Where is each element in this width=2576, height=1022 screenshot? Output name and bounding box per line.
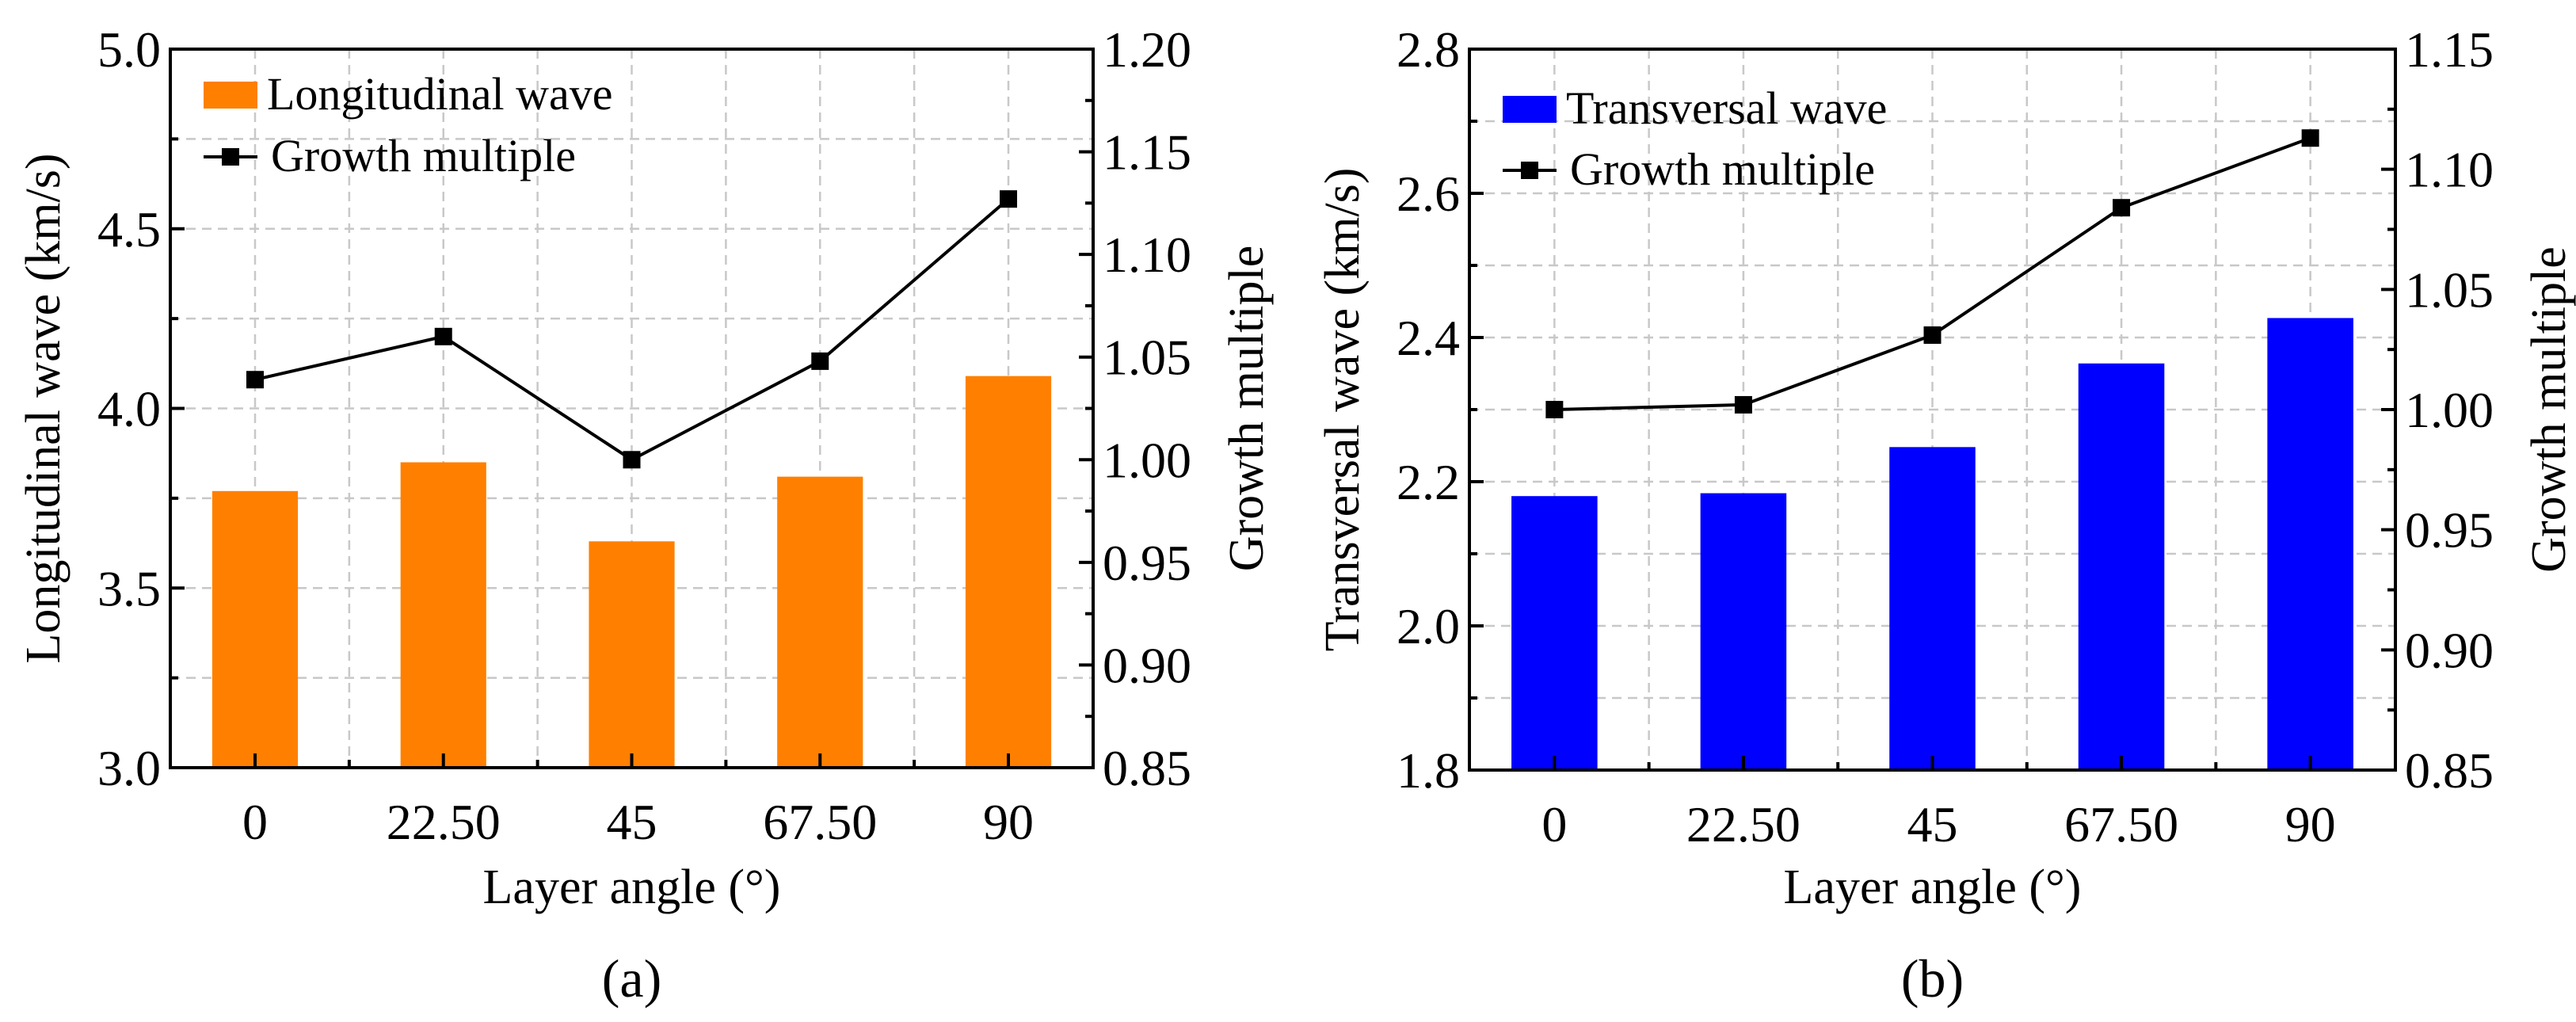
y2-tick-label: 1.20 <box>1103 21 1191 78</box>
y2-tick-label: 0.95 <box>2405 502 2494 559</box>
y2-tick-label: 1.05 <box>2405 261 2494 318</box>
growth-marker-45 <box>623 451 641 469</box>
y-tick-label: 2.4 <box>1397 310 1460 366</box>
x-tick-label: 0 <box>242 794 268 850</box>
y2-axis-label: Growth multiple <box>1220 246 1274 572</box>
x-axis-label: Layer angle (°) <box>1784 860 2082 914</box>
y2-tick-label: 1.05 <box>1103 330 1191 386</box>
y-tick-label: 4.5 <box>97 201 161 257</box>
x-tick-label: 90 <box>2285 796 2336 852</box>
legend-swatch-bar <box>1503 96 1557 123</box>
x-tick-label: 67.50 <box>2064 796 2178 852</box>
bar-45 <box>589 541 675 768</box>
y2-tick-label: 0.85 <box>1103 740 1191 796</box>
growth-marker-0 <box>246 371 264 389</box>
y2-tick-label: 1.10 <box>2405 142 2494 198</box>
chart-panel-a: 3.0 3.5 4.0 4.5 5.0 0.85 0.90 0.95 1.00 1.05 1.10 1… <box>17 21 1274 1009</box>
bar-90 <box>965 376 1052 768</box>
y-tick-label: 4.0 <box>97 381 161 437</box>
growth-marker-90 <box>2301 129 2319 147</box>
legend-label-bar: Transversal wave <box>1566 82 1887 134</box>
y-tick-label: 2.6 <box>1397 166 1460 222</box>
x-tick-label: 67.50 <box>763 794 877 850</box>
growth-marker-67.50 <box>2113 199 2131 217</box>
x-tick-label: 45 <box>607 794 657 850</box>
bar-67.50 <box>2078 363 2165 770</box>
growth-marker-45 <box>1923 326 1942 344</box>
y-tick-label: 3.5 <box>97 560 161 616</box>
y-tick-label: 2.0 <box>1397 598 1460 654</box>
x-axis-label: Layer angle (°) <box>483 860 781 914</box>
bar-22.50 <box>1700 493 1787 770</box>
legend-swatch-bar <box>204 82 257 109</box>
legend-label-line: Growth multiple <box>271 130 576 181</box>
x-tick-label: 0 <box>1541 796 1567 852</box>
chart-panel-b: 1.8 2.0 2.2 2.4 2.6 2.8 0.85 0.90 0.95 1.00 1.05 1.… <box>1316 21 2576 1009</box>
y2-tick-label: 1.10 <box>1103 227 1191 283</box>
growth-marker-67.50 <box>811 352 829 370</box>
x-tick-label: 45 <box>1907 796 1958 852</box>
legend-marker-square <box>222 148 239 166</box>
y2-tick-label: 1.00 <box>2405 382 2494 438</box>
y2-tick-label: 0.85 <box>2405 742 2494 799</box>
growth-marker-0 <box>1545 401 1564 418</box>
y-tick-label: 2.8 <box>1397 21 1460 78</box>
y2-tick-label: 1.15 <box>1103 124 1191 181</box>
x-tick-label: 22.50 <box>1686 796 1801 852</box>
y2-tick-label: 0.90 <box>2405 622 2494 678</box>
bar-45 <box>1889 447 1976 770</box>
y2-tick-label: 0.90 <box>1103 637 1191 693</box>
growth-marker-22.50 <box>1734 395 1752 414</box>
bar-67.50 <box>777 476 863 768</box>
y2-tick-label: 1.00 <box>1103 432 1191 488</box>
panel-label: (b) <box>1901 948 1964 1009</box>
y-tick-label: 2.2 <box>1397 454 1460 510</box>
y2-tick-label: 0.95 <box>1103 535 1191 591</box>
y-axis-label: Longitudinal wave (km/s) <box>17 154 70 664</box>
bar-22.50 <box>400 462 486 768</box>
legend-label-line: Growth multiple <box>1570 143 1875 195</box>
x-tick-label: 22.50 <box>387 794 501 850</box>
y-tick-label: 3.0 <box>97 740 161 796</box>
y2-tick-label: 1.15 <box>2405 21 2494 78</box>
bar-90 <box>2267 318 2353 770</box>
growth-marker-22.50 <box>434 327 452 345</box>
x-tick-label: 90 <box>983 794 1034 850</box>
bar-0 <box>1511 496 1598 770</box>
legend-marker-square <box>1521 162 1538 179</box>
y-axis-label: Transversal wave (km/s) <box>1316 168 1370 652</box>
panel-label: (a) <box>602 948 661 1009</box>
y2-axis-label: Growth multiple <box>2522 246 2576 573</box>
growth-marker-90 <box>1000 190 1018 208</box>
bar-0 <box>211 490 299 768</box>
legend-label-bar: Longitudinal wave <box>267 68 613 120</box>
y-tick-label: 1.8 <box>1397 742 1460 799</box>
y-tick-label: 5.0 <box>97 21 161 78</box>
